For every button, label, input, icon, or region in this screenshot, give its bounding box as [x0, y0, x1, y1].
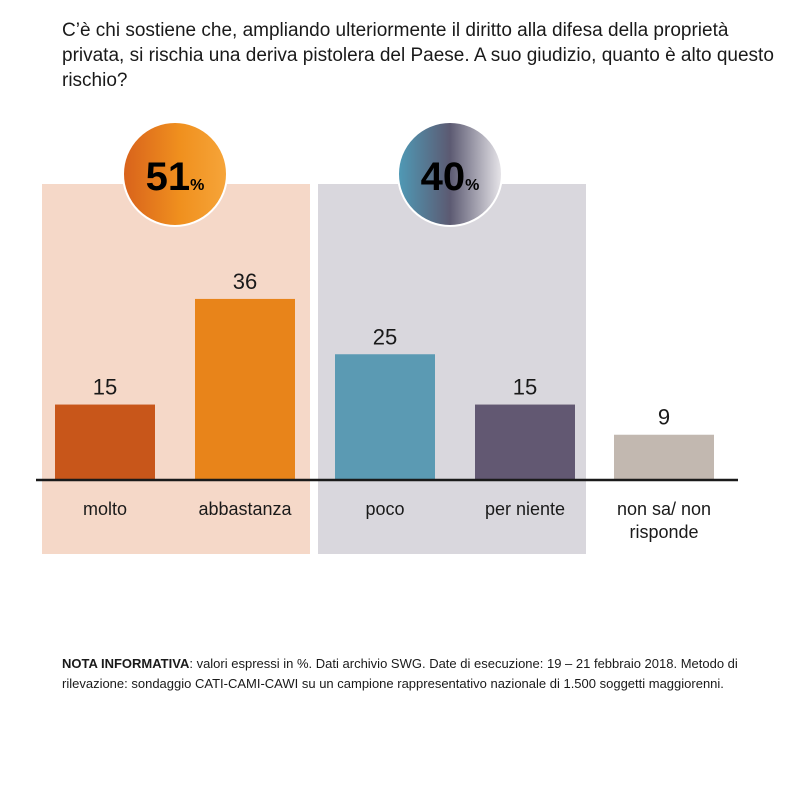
- info-note: NOTA INFORMATIVA: valori espressi in %. …: [62, 654, 782, 694]
- bar-value-poco: 25: [373, 324, 397, 349]
- info-note-text: : valori espressi in %. Dati archivio SW…: [62, 656, 738, 691]
- category-label-per-niente: per niente: [485, 499, 565, 519]
- category-label-poco: poco: [365, 499, 404, 519]
- badge-positive-circle: [122, 121, 228, 227]
- bar-non-sa-non-risponde: [614, 434, 714, 480]
- bar-molto: [55, 404, 155, 480]
- badge-positive: 51%: [122, 121, 228, 227]
- bar-value-non-sa-non-risponde: 9: [658, 405, 670, 430]
- badge-negative: 40%: [397, 121, 503, 227]
- badge-negative-circle: [397, 121, 503, 227]
- bar-per-niente: [475, 404, 575, 480]
- bar-value-abbastanza: 36: [233, 269, 257, 294]
- info-note-label: NOTA INFORMATIVA: [62, 656, 190, 671]
- category-label-abbastanza: abbastanza: [198, 499, 292, 519]
- badge-negative-value: 40: [421, 155, 466, 199]
- badge-positive-value: 51: [146, 155, 191, 199]
- bar-value-per-niente: 15: [513, 375, 537, 400]
- bars-layer: 15 molto 36 abbastanza 25 poco 15 per niente 9 no…: [55, 269, 714, 542]
- bar-value-molto: 15: [93, 375, 117, 400]
- bar-abbastanza: [195, 298, 295, 480]
- badge-positive-unit: %: [190, 177, 204, 194]
- badge-negative-unit: %: [465, 177, 479, 194]
- bar-poco: [335, 354, 435, 480]
- category-label-molto: molto: [83, 499, 127, 519]
- category-label-non-sa-non-risponde: non sa/ non risponde: [617, 499, 711, 542]
- question-title: C’è chi sostiene che, ampliando ulterior…: [62, 20, 774, 91]
- svg-text:40%: 40%: [421, 155, 480, 199]
- svg-text:51%: 51%: [146, 155, 205, 199]
